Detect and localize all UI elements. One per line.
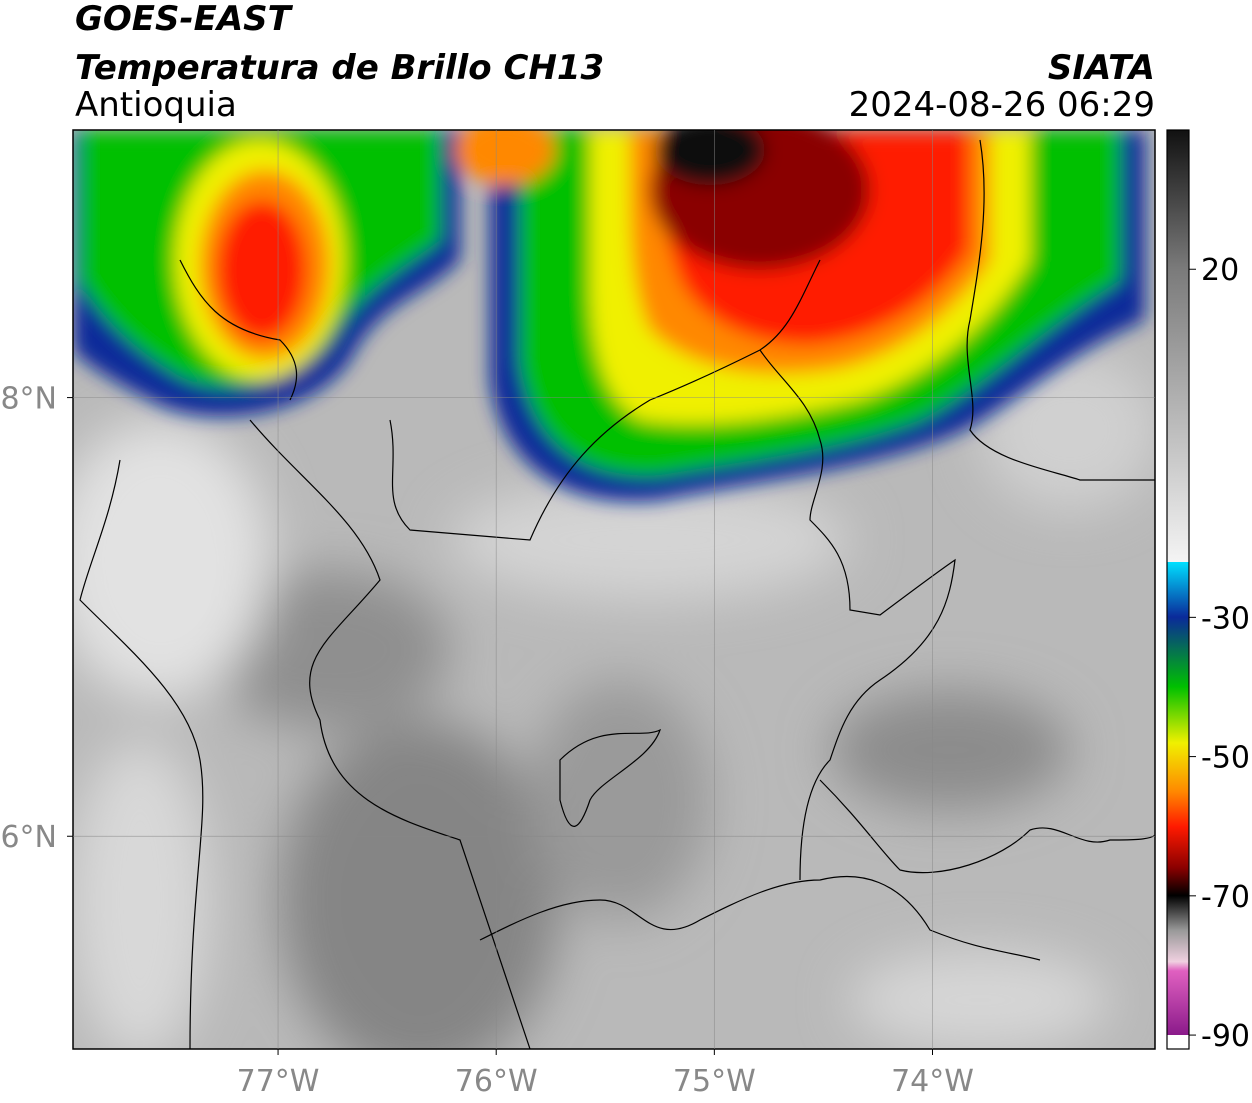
title: GOES-EAST xyxy=(75,0,294,39)
x-tick-label: 77°W xyxy=(237,1064,320,1099)
colorbar-tick-label: -90 xyxy=(1201,1019,1250,1054)
y-tick-label: 8°N xyxy=(0,382,57,417)
x-tick-label: 74°W xyxy=(891,1064,974,1099)
x-tick-label: 75°W xyxy=(673,1064,756,1099)
plot-frame xyxy=(72,129,1156,1050)
satellite-image xyxy=(73,130,1155,1049)
timestamp: 2024-08-26 06:29 xyxy=(849,85,1155,125)
colorbar-tick-label: -50 xyxy=(1201,741,1250,776)
colorbar xyxy=(1166,129,1190,1050)
subtitle: Temperatura de Brillo CH13 xyxy=(75,48,604,88)
colorbar-tick-label: 20 xyxy=(1201,253,1239,288)
region: Antioquia xyxy=(75,85,237,125)
colorbar-tick-label: -30 xyxy=(1201,601,1250,636)
x-tick-label: 76°W xyxy=(455,1064,538,1099)
source: SIATA xyxy=(1048,48,1155,88)
y-tick-label: 6°N xyxy=(0,820,57,855)
borders xyxy=(79,139,1155,1049)
colorbar-tick-label: -70 xyxy=(1201,880,1250,915)
